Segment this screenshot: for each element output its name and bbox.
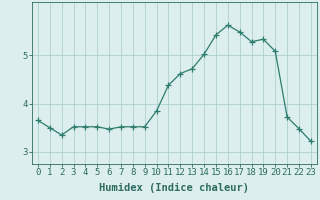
X-axis label: Humidex (Indice chaleur): Humidex (Indice chaleur) bbox=[100, 183, 249, 193]
